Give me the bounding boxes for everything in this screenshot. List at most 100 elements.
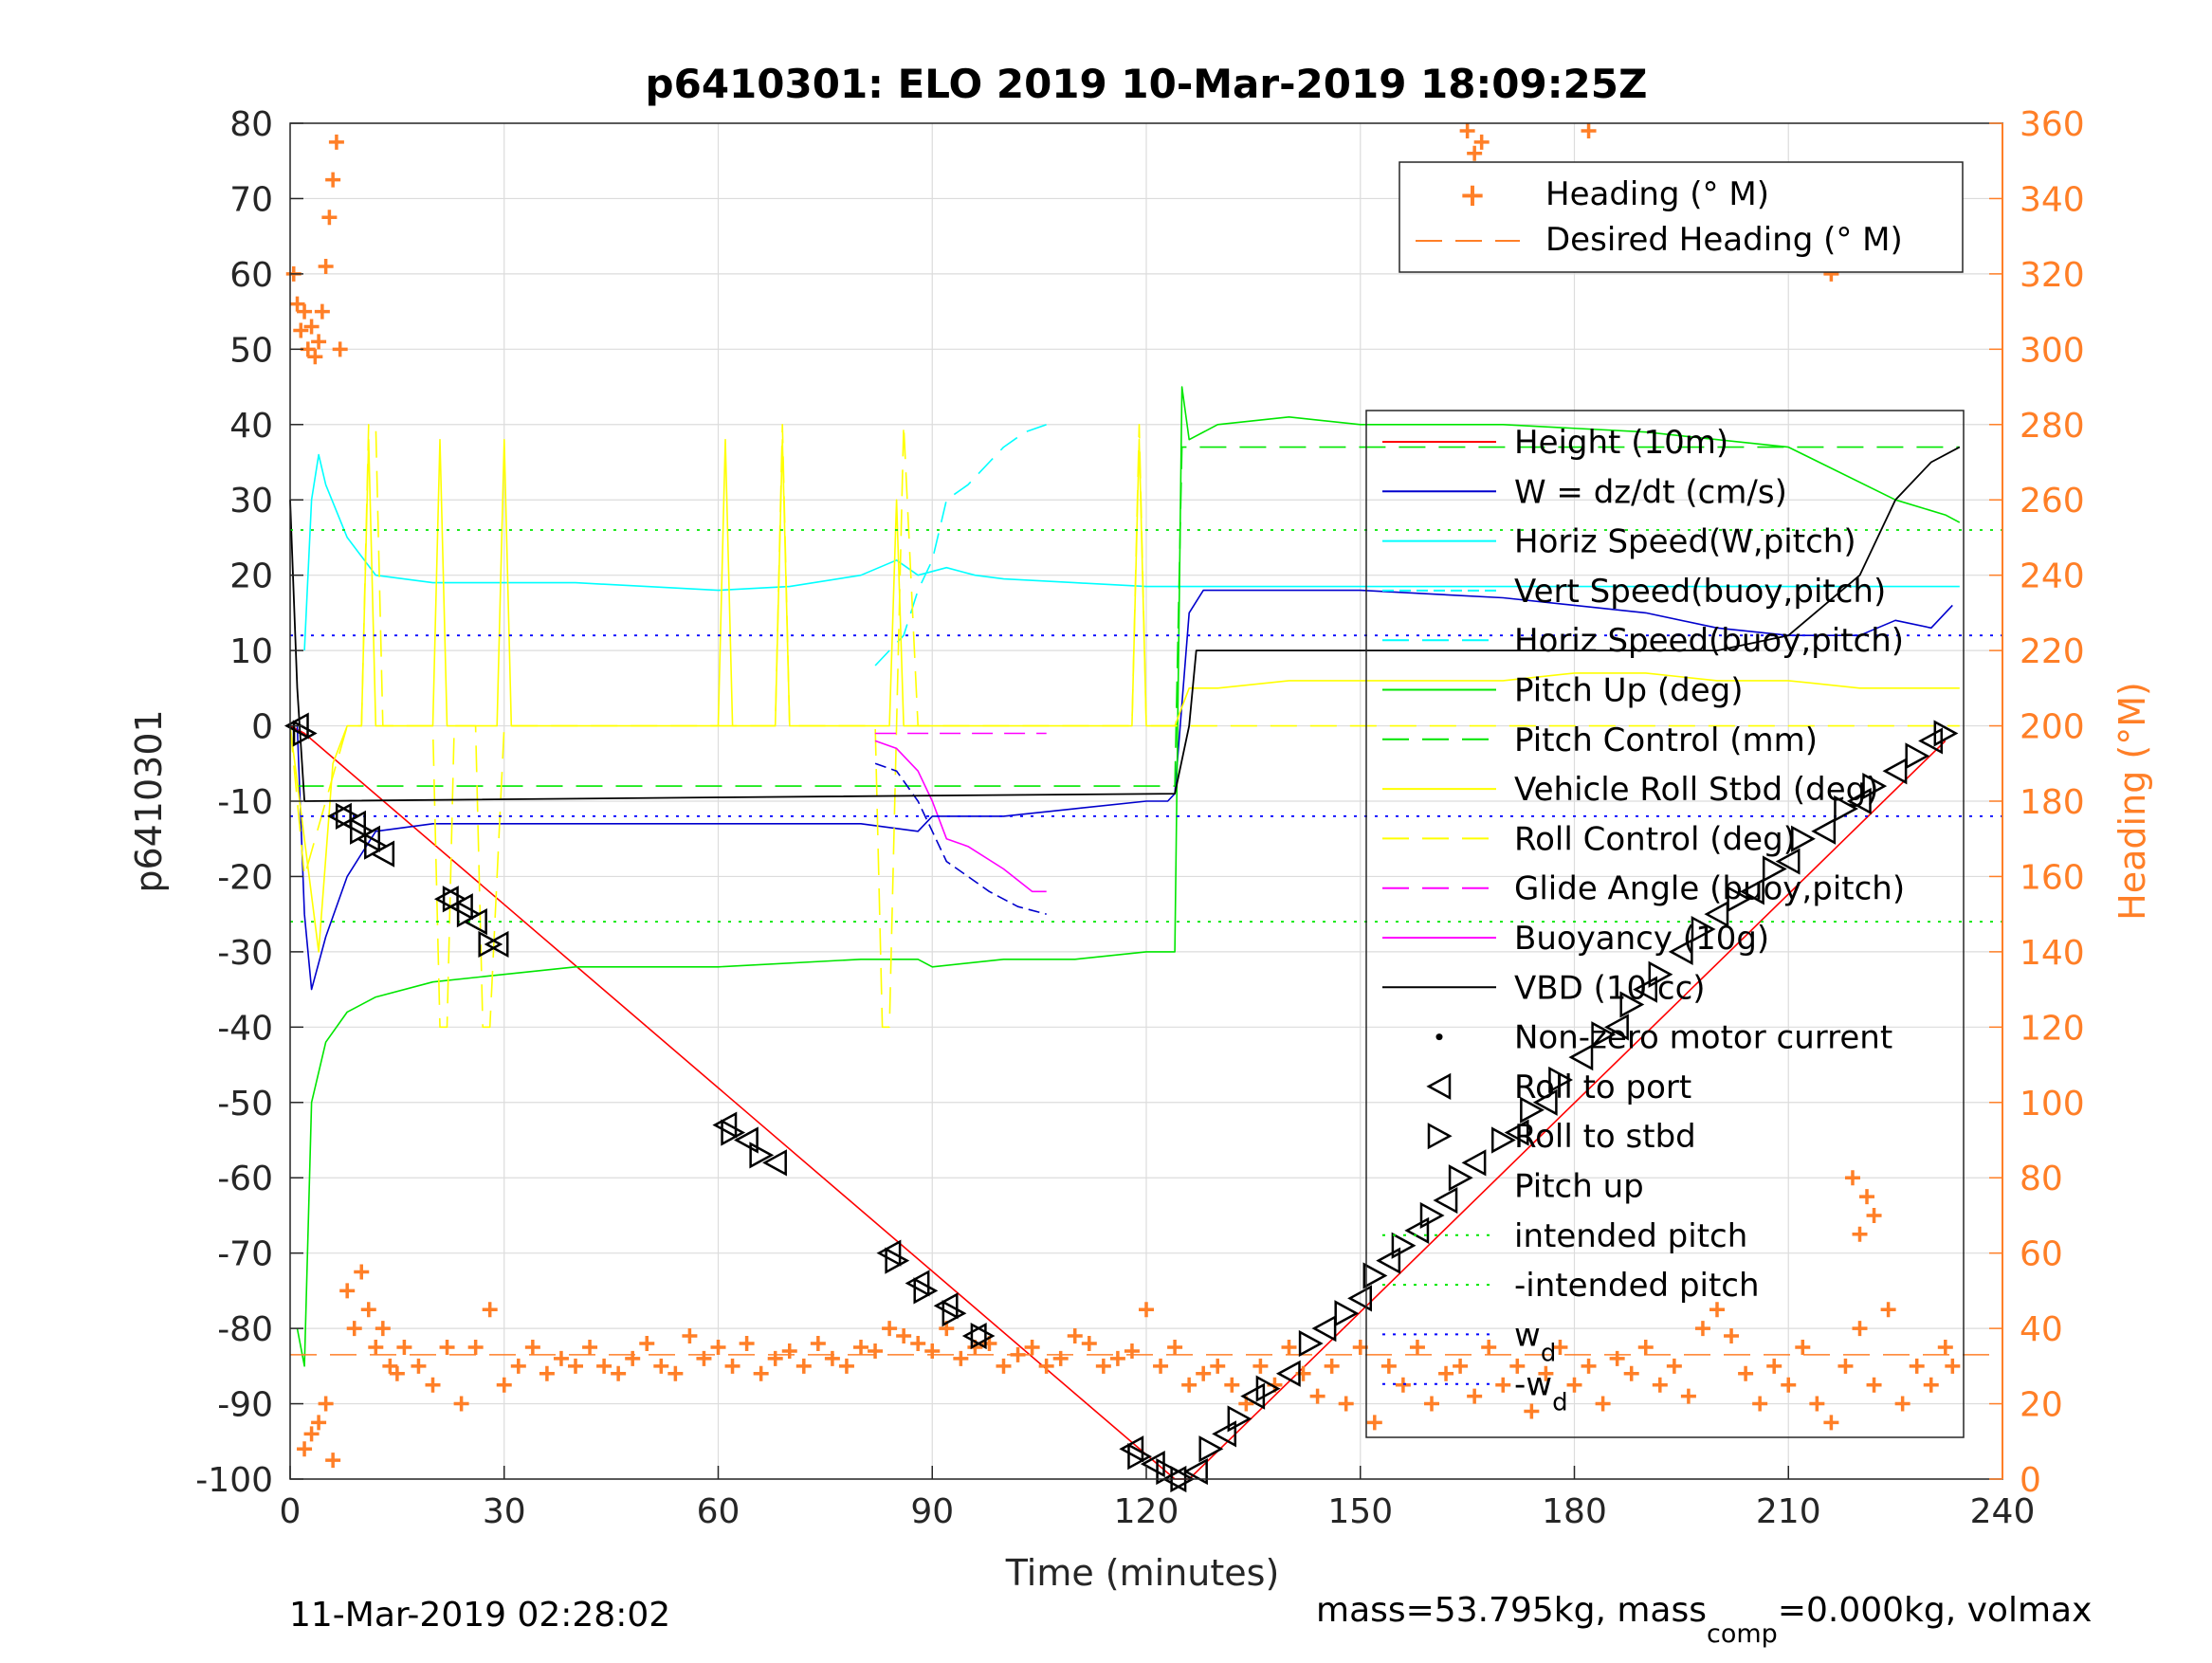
- heading-point: [795, 1358, 812, 1374]
- heading-point: [524, 1339, 540, 1355]
- heading-point: [1081, 1336, 1097, 1351]
- heading-point: [1552, 1339, 1568, 1355]
- heading-point: [1666, 1358, 1682, 1374]
- roll-to-port-marker: [1811, 817, 1837, 845]
- roll-to-stbd-marker: [913, 1277, 939, 1305]
- roll-to-port-marker: [327, 802, 352, 830]
- x-tick-label: 210: [1756, 1492, 1821, 1531]
- heading-point: [1210, 1358, 1226, 1374]
- x-tick-label: 30: [483, 1492, 526, 1531]
- heading-point: [1609, 1350, 1625, 1366]
- roll-to-stbd-marker: [970, 1322, 996, 1350]
- roll-to-stbd-marker: [335, 802, 360, 830]
- y-right-tick-label: 40: [2020, 1310, 2063, 1349]
- y-tick-label: 70: [229, 180, 273, 219]
- heading-point: [1866, 1207, 1882, 1223]
- heading-point: [1324, 1358, 1340, 1374]
- heading-point: [953, 1350, 969, 1366]
- heading-point: [1937, 1339, 1953, 1355]
- heading-point: [625, 1350, 641, 1366]
- roll-to-port-marker: [1404, 1216, 1430, 1244]
- heading-point: [1880, 1302, 1896, 1318]
- roll-to-port-marker: [961, 1322, 987, 1350]
- heading-point: [482, 1302, 498, 1318]
- heading-point: [667, 1365, 684, 1381]
- roll-to-port-marker: [762, 1149, 787, 1177]
- heading-point: [375, 1321, 391, 1337]
- series-line-10: [874, 762, 1047, 915]
- heading-point: [1052, 1350, 1069, 1366]
- heading-point: [1566, 1377, 1582, 1393]
- roll-to-port-marker: [433, 886, 459, 913]
- y-tick-label: -60: [217, 1160, 273, 1198]
- heading-point: [1109, 1350, 1125, 1366]
- axis-layer: 0 30 60 90 120 150 180 210 240-100-90-80-70-60-5…: [195, 105, 2084, 1531]
- heading-point: [739, 1336, 755, 1351]
- heading-point: [1694, 1321, 1710, 1337]
- heading-point: [293, 322, 309, 338]
- roll-to-port-marker: [1347, 1285, 1372, 1312]
- roll-to-port-marker: [733, 1126, 759, 1154]
- y-tick-label: 80: [229, 105, 273, 144]
- roll-to-stbd-marker: [292, 720, 318, 747]
- heading-point: [382, 1358, 398, 1374]
- y-tick-label: 0: [251, 708, 273, 747]
- legend-main-label-8: Roll Control (deg): [1514, 820, 1796, 858]
- roll-to-stbd-marker: [1619, 991, 1645, 1018]
- roll-to-stbd-marker: [1362, 1262, 1388, 1289]
- y-right-tick-label: 300: [2020, 331, 2085, 370]
- heading-point: [682, 1328, 698, 1344]
- roll-to-stbd-marker: [749, 1142, 775, 1169]
- heading-point: [368, 1339, 384, 1355]
- legend-motor-current-swatch: [1435, 1033, 1443, 1041]
- roll-to-stbd-marker: [1520, 1096, 1545, 1124]
- heading-point: [1795, 1339, 1811, 1355]
- heading-point: [1224, 1377, 1240, 1393]
- heading-point: [639, 1336, 655, 1351]
- heading-point: [853, 1339, 868, 1355]
- heading-point: [1281, 1339, 1297, 1355]
- y-right-tick-label: 120: [2020, 1009, 2085, 1048]
- y-right-tick-label: 20: [2020, 1386, 2063, 1425]
- heading-point: [1409, 1339, 1425, 1355]
- heading-point: [1459, 122, 1475, 138]
- heading-point: [297, 303, 313, 320]
- roll-to-stbd-marker: [1391, 1232, 1417, 1259]
- heading-point: [1438, 1365, 1454, 1381]
- y-axis-right-label: Heading (°M): [2111, 682, 2153, 921]
- roll-to-stbd-marker: [1905, 742, 1930, 770]
- y-right-tick-label: 0: [2020, 1461, 2041, 1500]
- roll-to-stbd-marker: [1156, 1457, 1181, 1486]
- series-line-9: [874, 740, 1047, 893]
- footer-mass: mass=53.795kg, masscomp=0.000kg, volmax: [1316, 1591, 2092, 1649]
- roll-to-stbd-marker: [941, 1300, 967, 1327]
- heading-point: [724, 1358, 740, 1374]
- heading-point: [1844, 1170, 1860, 1186]
- legend-main-label-10: Buoyancy (10g): [1514, 920, 1769, 958]
- roll-to-stbd-marker: [442, 886, 467, 913]
- y-axis-label: p6410301: [128, 709, 170, 892]
- roll-to-stbd-marker: [885, 1247, 910, 1274]
- y-right-tick-label: 80: [2020, 1160, 2063, 1198]
- series-line-3: [874, 424, 1047, 667]
- heading-point: [1581, 1358, 1597, 1374]
- y-right-tick-label: 260: [2020, 482, 2085, 521]
- legend-main-label-9: Glide Angle (buoy,pitch): [1514, 870, 1905, 908]
- legend-main-box: [1365, 410, 1965, 1438]
- heading-point: [653, 1358, 669, 1374]
- legend-subscript: d: [1552, 1389, 1568, 1417]
- x-tick-label: 0: [280, 1492, 302, 1531]
- roll-to-port-marker: [1275, 1360, 1301, 1387]
- legend-main-label-12: Non-zero motor current: [1514, 1019, 1892, 1057]
- chart-title: p6410301: ELO 2019 10-Mar-2019 18:09:25Z: [646, 61, 1648, 107]
- legend-main-label-0: Height (10m): [1514, 424, 1728, 462]
- heading-point: [1809, 1396, 1825, 1412]
- heading-point: [1467, 145, 1483, 161]
- series-line-4: [296, 386, 1961, 1367]
- heading-point: [1524, 1403, 1540, 1419]
- y-tick-label: 20: [229, 557, 273, 596]
- heading-point: [1866, 1377, 1882, 1393]
- roll-to-stbd-marker: [721, 1119, 746, 1146]
- heading-point: [1766, 1358, 1782, 1374]
